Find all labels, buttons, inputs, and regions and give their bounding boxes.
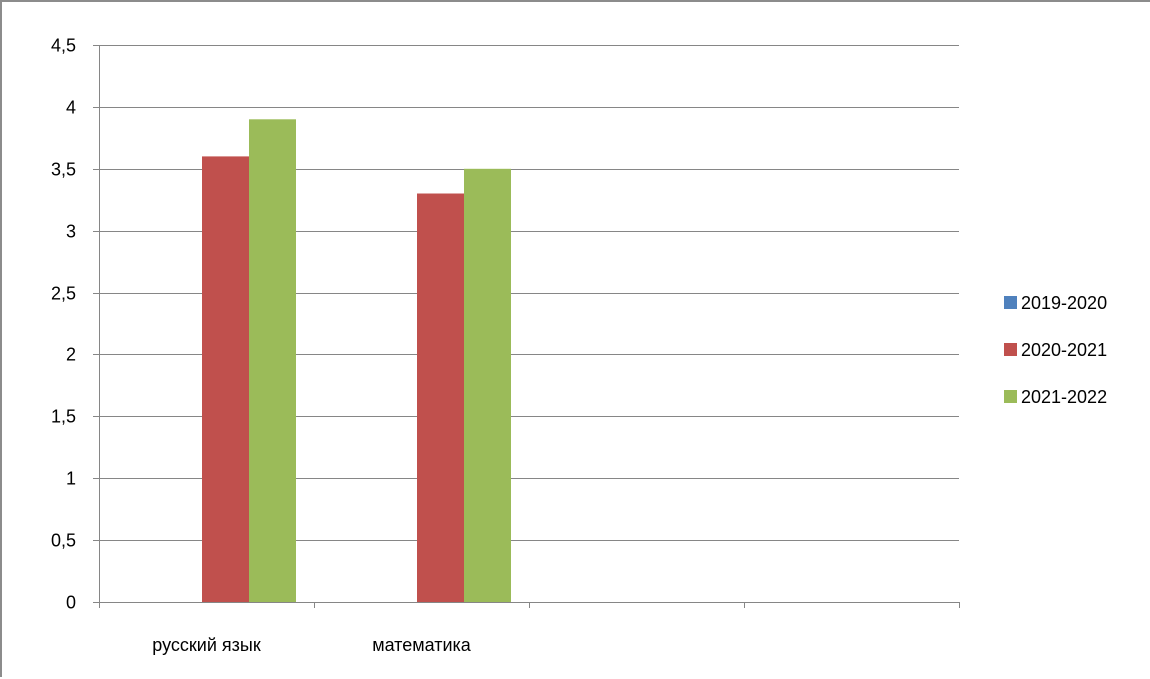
legend-label: 2020-2021 xyxy=(1021,340,1107,360)
y-tick-label: 4 xyxy=(66,98,76,118)
y-tick-labels: 0 0,5 1 1,5 2 2,5 3 3,5 4 4,5 xyxy=(51,36,76,613)
x-tick-label: математика xyxy=(372,635,472,655)
y-tick-label: 3 xyxy=(66,222,76,242)
bar xyxy=(464,168,511,603)
bar xyxy=(202,156,249,602)
x-tick-labels: русский язык математика xyxy=(152,635,471,655)
y-tick-label: 3,5 xyxy=(51,160,76,180)
legend-swatch xyxy=(1004,296,1017,309)
legend-label: 2019-2020 xyxy=(1021,293,1107,313)
axes xyxy=(93,45,960,608)
legend: 2019-2020 2020-2021 2021-2022 xyxy=(1004,293,1107,407)
y-tick-label: 1,5 xyxy=(51,407,76,427)
legend-swatch xyxy=(1004,390,1017,403)
bar xyxy=(249,119,296,603)
y-tick-label: 2,5 xyxy=(51,284,76,304)
bars xyxy=(202,119,511,603)
y-tick-label: 0,5 xyxy=(51,531,76,551)
y-tick-label: 1 xyxy=(66,469,76,489)
legend-swatch xyxy=(1004,343,1017,356)
legend-label: 2021-2022 xyxy=(1021,387,1107,407)
y-tick-label: 2 xyxy=(66,345,76,365)
y-tick-label: 4,5 xyxy=(51,36,76,56)
bar xyxy=(417,193,464,602)
y-tick-label: 0 xyxy=(66,593,76,613)
x-tick-label: русский язык xyxy=(152,635,261,655)
